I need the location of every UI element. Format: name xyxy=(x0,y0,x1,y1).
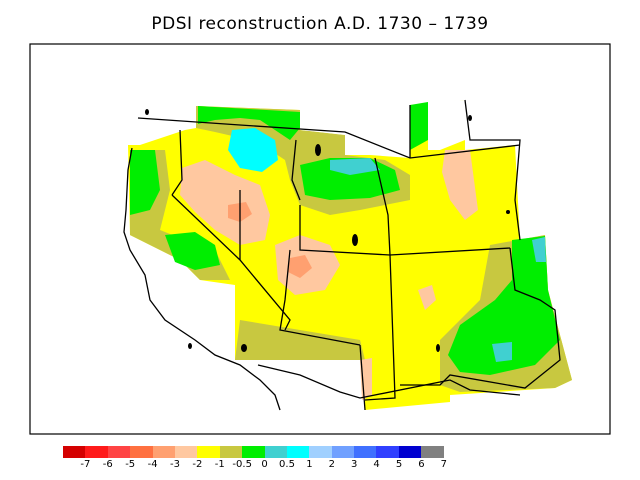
coastline-west xyxy=(123,147,281,411)
legend-swatch xyxy=(152,446,175,458)
lake-marker xyxy=(436,344,440,352)
legend-tick-label: -1 xyxy=(214,459,225,470)
legend-swatch xyxy=(197,446,220,458)
state-line-id-mt xyxy=(291,139,301,201)
legend-tick-label: -4 xyxy=(147,459,158,470)
teal-spot-east xyxy=(492,342,512,362)
peach-area-central xyxy=(180,160,270,245)
state-line-az-nm xyxy=(359,344,366,411)
legend-swatch xyxy=(107,446,131,458)
lake-markers xyxy=(145,109,510,352)
legend-tick-label: 4 xyxy=(373,459,380,470)
legend-tick-label: 6 xyxy=(418,459,425,470)
legend-tick-label: 2 xyxy=(328,459,335,470)
legend-tick-label: -6 xyxy=(102,459,113,470)
legend-swatch xyxy=(130,446,153,458)
legend-swatch xyxy=(286,446,310,458)
map-title: PDSI reconstruction A.D. 1730 – 1739 xyxy=(151,14,489,34)
state-line-wy-co xyxy=(299,205,391,256)
legend-tick-label: -2 xyxy=(192,459,203,470)
legend-swatch xyxy=(219,446,243,458)
legend-tick-label: 0.5 xyxy=(279,459,295,470)
legend-tick-label: -3 xyxy=(170,459,180,470)
legend-swatch xyxy=(85,446,108,458)
lake-marker xyxy=(315,144,321,156)
legend-swatch xyxy=(398,446,422,458)
green-area-nevada xyxy=(165,232,220,270)
state-line-mexico xyxy=(257,364,521,399)
legend-swatch xyxy=(331,446,355,458)
legend-tick-label: 5 xyxy=(395,459,403,470)
cyan-spot-north xyxy=(228,128,278,172)
map-frame xyxy=(29,43,611,435)
legend-swatch xyxy=(376,446,399,458)
legend-swatch xyxy=(174,446,198,458)
olive-band-south xyxy=(235,320,365,360)
legend-swatch xyxy=(264,446,287,458)
legend-swatch xyxy=(421,446,444,458)
us-canada-border xyxy=(137,117,521,159)
peach-area-dakota xyxy=(442,150,478,220)
state-line-ca-nv xyxy=(171,194,291,331)
legend-swatch xyxy=(309,446,332,458)
state-line-or-id xyxy=(171,129,183,196)
no-data-dakota-gap xyxy=(428,100,465,150)
color-legend xyxy=(63,446,444,458)
state-line-ut-az xyxy=(279,249,361,346)
legend-tick-label: 3 xyxy=(351,459,358,470)
green-area-north xyxy=(198,106,300,140)
lake-marker xyxy=(352,234,358,246)
state-line-nd-mn xyxy=(464,99,521,241)
state-line-nm-tx xyxy=(364,254,396,401)
legend-swatch xyxy=(354,446,377,458)
green-area-dakota xyxy=(410,102,428,150)
legend-tick-label: -5 xyxy=(125,459,136,470)
lake-marker xyxy=(145,109,149,115)
peach-area-colorado xyxy=(418,285,436,310)
green-area-west-coast xyxy=(130,150,160,215)
legend-tick-label: 1 xyxy=(306,459,313,470)
no-data-wyoming-gap xyxy=(300,110,345,135)
color-legend-labels: -7 -6 -5 -4 -3 -2 -1 -0.5 0 0.5 1 2 3 4 5 6 7 xyxy=(63,459,578,473)
green-area-east xyxy=(448,236,560,375)
legend-tick-label: -0.5 xyxy=(232,459,252,470)
legend-tick-label: -7 xyxy=(80,459,91,470)
state-line-mt-nd xyxy=(374,157,391,256)
legend-tick-label: 7 xyxy=(440,459,447,470)
teal-spot-corner xyxy=(532,237,546,262)
legend-tick-label: 0 xyxy=(261,459,268,470)
boundary-lines xyxy=(123,99,561,411)
lake-marker xyxy=(468,115,472,121)
legend-swatch xyxy=(63,446,86,458)
lake-marker xyxy=(506,210,510,214)
salmon-spot-utah xyxy=(288,255,312,278)
lake-marker xyxy=(241,344,247,352)
lake-marker xyxy=(188,343,192,349)
state-line-co-nm xyxy=(389,247,511,256)
legend-swatch xyxy=(242,446,265,458)
teal-spot-montana xyxy=(330,158,380,175)
